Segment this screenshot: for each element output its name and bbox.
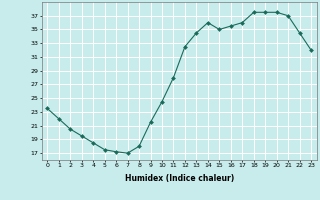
X-axis label: Humidex (Indice chaleur): Humidex (Indice chaleur): [124, 174, 234, 183]
